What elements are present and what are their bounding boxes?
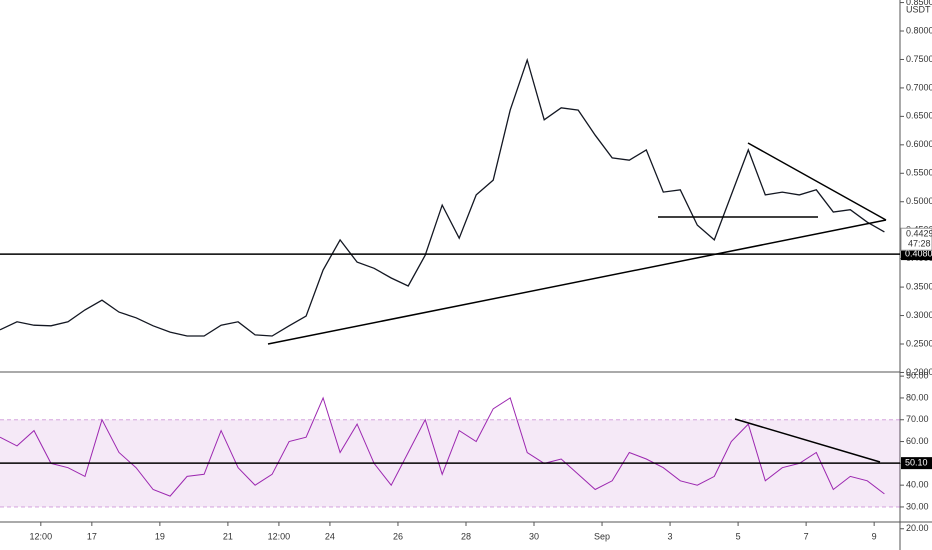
x-tick-label: 21 bbox=[223, 531, 233, 541]
y-tick-label: 0.7000 bbox=[906, 82, 932, 92]
x-tick-label: 28 bbox=[461, 531, 471, 541]
y-tick-label: 0.8000 bbox=[906, 25, 932, 35]
y-tick-label: 0.5500 bbox=[906, 168, 932, 178]
x-tick-label: 19 bbox=[155, 531, 165, 541]
x-tick-label: 7 bbox=[804, 531, 809, 541]
y-tick-label: 0.8500 bbox=[906, 0, 932, 7]
y-tick-label: 0.6500 bbox=[906, 111, 932, 121]
level-label-box bbox=[901, 248, 932, 261]
x-tick-label: 5 bbox=[736, 531, 741, 541]
y-tick-label: 30.00 bbox=[906, 501, 929, 511]
x-tick-label: Sep bbox=[594, 531, 610, 541]
level-label: 50.10 bbox=[905, 458, 928, 468]
series-line bbox=[0, 396, 885, 497]
x-tick-label: 9 bbox=[872, 531, 877, 541]
unit-label: USDT bbox=[906, 4, 931, 14]
level-label: 0.4080 bbox=[905, 248, 932, 258]
x-tick-label: 30 bbox=[529, 531, 539, 541]
x-tick-label: 3 bbox=[668, 531, 673, 541]
y-tick-label: 0.2500 bbox=[906, 338, 932, 348]
y-tick-label: 40.00 bbox=[906, 480, 929, 490]
y-tick-label: 60.00 bbox=[906, 436, 929, 446]
last-price-label: 0.4429 bbox=[906, 229, 932, 239]
y-tick-label: 0.3500 bbox=[906, 281, 932, 291]
y-tick-label: 0.2000 bbox=[906, 367, 932, 377]
y-tick-label: 0.3000 bbox=[906, 310, 932, 320]
x-tick-label: 17 bbox=[87, 531, 97, 541]
x-tick-label: 12:00 bbox=[268, 531, 291, 541]
y-tick-label: 0.7500 bbox=[906, 54, 932, 64]
y-tick-label: 0.5000 bbox=[906, 196, 932, 206]
x-tick-label: 26 bbox=[393, 531, 403, 541]
y-tick-label: 70.00 bbox=[906, 414, 929, 424]
last-price-box bbox=[900, 227, 932, 251]
y-tick-label: 20.00 bbox=[906, 523, 929, 533]
level-label-box bbox=[901, 457, 932, 470]
x-tick-label: 12:00 bbox=[30, 531, 53, 541]
countdown-label: 47:28 bbox=[908, 239, 931, 249]
x-tick-label: 24 bbox=[325, 531, 335, 541]
y-tick-label: 80.00 bbox=[906, 392, 929, 402]
trendline bbox=[747, 142, 887, 221]
trendline bbox=[734, 418, 881, 463]
y-tick-label: 0.6000 bbox=[906, 139, 932, 149]
trendline bbox=[267, 219, 887, 345]
y-tick-label: 90.00 bbox=[906, 371, 929, 381]
series-line bbox=[0, 57, 885, 337]
